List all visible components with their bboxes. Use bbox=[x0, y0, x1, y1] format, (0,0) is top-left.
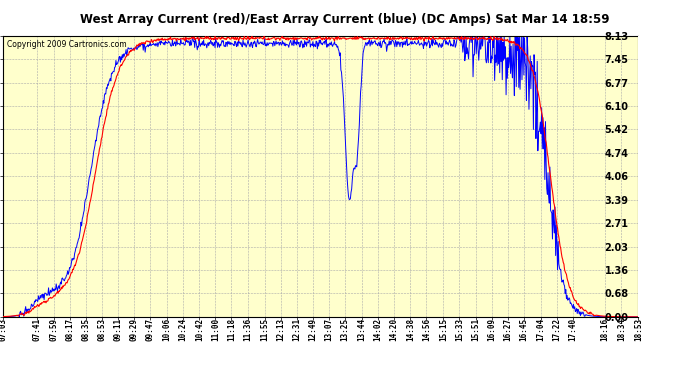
Text: 13:44: 13:44 bbox=[357, 318, 366, 341]
Text: 15:33: 15:33 bbox=[455, 318, 464, 341]
Text: 15:15: 15:15 bbox=[439, 318, 448, 341]
Text: 07:41: 07:41 bbox=[33, 318, 42, 341]
Text: 10:42: 10:42 bbox=[195, 318, 204, 341]
Text: 12:49: 12:49 bbox=[308, 318, 317, 341]
Text: 07:59: 07:59 bbox=[49, 318, 58, 341]
Text: 10:06: 10:06 bbox=[163, 318, 172, 341]
Text: 08:53: 08:53 bbox=[97, 318, 106, 341]
Text: 16:09: 16:09 bbox=[487, 318, 496, 341]
Text: 18:53: 18:53 bbox=[633, 318, 643, 341]
Text: 08:35: 08:35 bbox=[81, 318, 90, 341]
Text: 09:29: 09:29 bbox=[130, 318, 139, 341]
Text: 18:34: 18:34 bbox=[617, 318, 626, 341]
Text: 14:56: 14:56 bbox=[422, 318, 431, 341]
Text: 13:25: 13:25 bbox=[340, 318, 350, 341]
Text: 08:17: 08:17 bbox=[65, 318, 74, 341]
Text: 12:31: 12:31 bbox=[292, 318, 302, 341]
Text: 16:27: 16:27 bbox=[503, 318, 512, 341]
Text: 11:55: 11:55 bbox=[260, 318, 269, 341]
Text: 09:11: 09:11 bbox=[113, 318, 122, 341]
Text: 07:03: 07:03 bbox=[0, 318, 8, 341]
Text: 16:45: 16:45 bbox=[520, 318, 529, 341]
Text: 17:04: 17:04 bbox=[536, 318, 545, 341]
Text: 15:51: 15:51 bbox=[471, 318, 480, 341]
Text: West Array Current (red)/East Array Current (blue) (DC Amps) Sat Mar 14 18:59: West Array Current (red)/East Array Curr… bbox=[80, 13, 610, 26]
Text: 11:36: 11:36 bbox=[243, 318, 252, 341]
Text: 10:24: 10:24 bbox=[179, 318, 188, 341]
Text: Copyright 2009 Cartronics.com: Copyright 2009 Cartronics.com bbox=[7, 40, 126, 49]
Text: 17:40: 17:40 bbox=[569, 318, 578, 341]
Text: 14:38: 14:38 bbox=[406, 318, 415, 341]
Text: 17:22: 17:22 bbox=[553, 318, 562, 341]
Text: 18:16: 18:16 bbox=[601, 318, 610, 341]
Text: 11:00: 11:00 bbox=[211, 318, 220, 341]
Text: 14:20: 14:20 bbox=[390, 318, 399, 341]
Text: 12:13: 12:13 bbox=[276, 318, 285, 341]
Text: 14:02: 14:02 bbox=[373, 318, 382, 341]
Text: 13:07: 13:07 bbox=[324, 318, 333, 341]
Text: 09:47: 09:47 bbox=[146, 318, 155, 341]
Text: 11:18: 11:18 bbox=[227, 318, 236, 341]
